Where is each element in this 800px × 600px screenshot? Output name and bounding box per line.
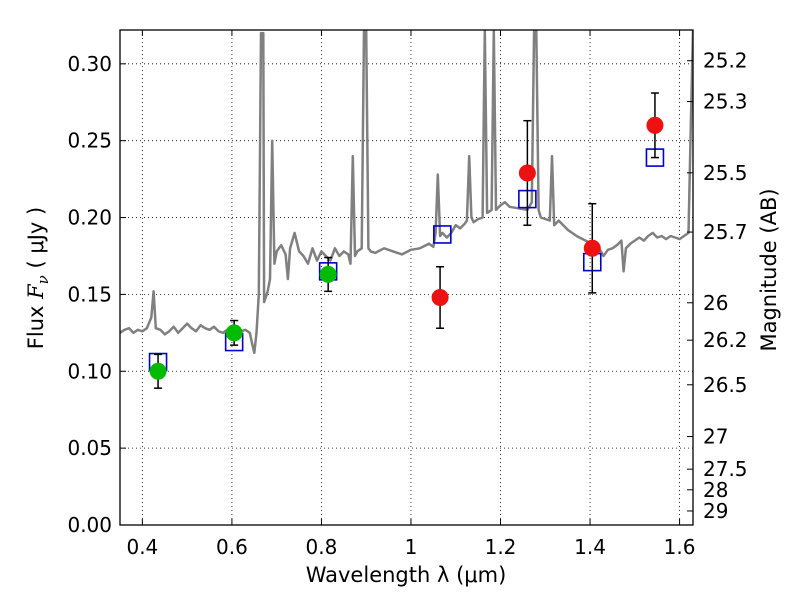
red-data-point [646,116,664,134]
green-data-point [149,362,167,380]
y-axis-label-units: ( μJy ) [24,207,48,275]
x-tick-label: 0.6 [216,535,248,559]
model-square-marker [433,225,452,244]
green-data-point [319,265,337,283]
ticks: 0.4 0.6 0.8 1 1.2 1.4 1.6 0.00 0.05 0.10 0.15 0.20 0… [67,30,748,559]
markers [148,92,665,389]
red-data-point [431,288,449,306]
y2-tick-label: 26.5 [703,373,748,397]
y2-tick-label: 26.2 [703,328,748,352]
x-tick-label: 1.4 [574,535,606,559]
grid [120,30,693,526]
y-tick-label: 0.25 [67,129,112,153]
y-axis-label-subscript: ν [34,275,52,284]
y-axis-label-prefix: Flux [24,299,48,349]
y2-tick-label: 25.2 [703,49,748,73]
y-tick-label: 0.20 [67,206,112,230]
y-tick-label: 0.30 [67,52,112,76]
y2-tick-label: 29 [703,499,728,523]
y-axis-label-symbol: F [24,283,48,300]
y2-tick-label: 27 [703,425,728,449]
x-tick-label: 0.4 [126,535,158,559]
y2-tick-label: 25.7 [703,220,748,244]
y2-tick-label: 27.5 [703,457,748,481]
y2-tick-label: 25.5 [703,161,748,185]
x-tick-label: 1 [405,535,418,559]
green-data-point [225,324,243,342]
y2-tick-label: 25.3 [703,90,748,114]
y-tick-label: 0.15 [67,282,112,306]
y-axis-label: Flux Fν ( μJy ) [24,207,52,349]
x-tick-label: 1.2 [485,535,517,559]
x-axis-label: Wavelength λ (μm) [306,563,507,587]
y2-tick-label: 26 [703,291,728,315]
red-data-point [518,164,536,182]
y2-axis-label: Magnitude (AB) [757,188,781,351]
x-tick-label: 0.8 [306,535,338,559]
red-data-point [583,239,601,257]
y-tick-label: 0.00 [67,513,112,537]
y-tick-label: 0.10 [67,359,112,383]
y2-tick-label: 28 [703,478,728,502]
x-tick-label: 1.6 [664,535,696,559]
plot-frame [119,29,694,526]
y-tick-label: 0.05 [67,436,112,460]
